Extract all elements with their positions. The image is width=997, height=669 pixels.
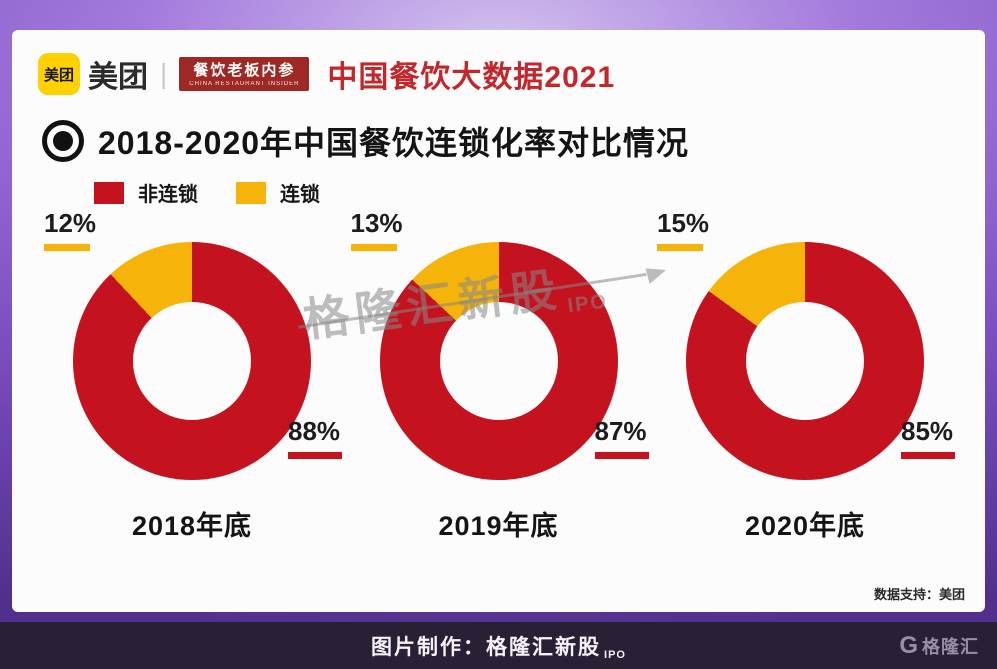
donut-chart-2018: 12% 88% 2018年底 [42,208,342,548]
credit-text: 图片制作：格隆汇新股 [371,635,602,659]
report-title: 中国餐饮大数据2021 [327,61,616,94]
chain-percent-value: 12% [44,208,97,238]
donut-ring [379,242,618,480]
gelonghui-logo: G 格隆汇 [899,622,979,669]
chain-percent-value: 15% [657,208,710,238]
category-label: 2018年底 [131,511,253,541]
donut-ring [73,242,311,480]
donut-hole [133,302,251,420]
gelonghui-logo-text: 格隆汇 [922,636,979,657]
chart-legend: 非连锁 连锁 [94,178,344,207]
gelonghui-logo-icon: G [899,631,918,659]
category-label: 2020年底 [744,511,866,541]
section-heading-text: 2018-2020年中国餐饮连锁化率对比情况 [98,125,690,161]
section-heading: 2018-2020年中国餐饮连锁化率对比情况 [42,118,689,164]
bullseye-icon [42,120,84,162]
credit-ipo: IPO [604,648,626,661]
meituan-logo-icon: 美团 [38,53,80,95]
donut-charts-row: 12% 88% 2018年底 13% [42,208,955,548]
donut-hole [439,302,558,420]
brand-name: 美团 [88,61,148,94]
donut-ring [686,242,924,480]
nonchain-percent-value: 88% [288,416,341,446]
insider-badge: 餐饮老板内参 CHINA RESTAURANT INSIDER [179,56,310,92]
nonchain-percent-value: 87% [594,416,647,446]
nonchain-percent-label: 88% [288,416,342,459]
nonchain-tick [901,452,955,459]
chain-percent-value: 13% [350,208,403,238]
nonchain-tick [594,452,649,459]
donut-chart-2020: 15% 85% 2020年底 [655,208,955,548]
legend-label-nonchain: 非连锁 [138,184,198,206]
donut-hole [746,302,864,420]
content-card: 美团 美团 | 餐饮老板内参 CHINA RESTAURANT INSIDER … [12,30,985,612]
chain-percent-label: 15% [657,208,709,251]
footer-bar: 图片制作：格隆汇新股 IPO G 格隆汇 [0,622,997,669]
donut-chart-2019: 13% 87% 2019年底 [349,208,649,548]
insider-badge-title: 餐饮老板内参 [193,61,296,79]
nonchain-tick [288,452,342,459]
data-support-note: 数据支持：美团 [873,587,965,602]
legend-label-chain: 连锁 [280,184,320,206]
credit-line: 图片制作：格隆汇新股 IPO [371,631,626,661]
legend-swatch-nonchain [94,181,124,204]
header: 美团 美团 | 餐饮老板内参 CHINA RESTAURANT INSIDER … [38,52,615,96]
chain-percent-label: 13% [350,208,403,251]
chain-tick [657,244,703,251]
nonchain-percent-label: 87% [594,416,649,459]
nonchain-percent-value: 85% [901,416,954,446]
chain-percent-label: 12% [44,208,96,251]
chain-tick [44,244,90,251]
nonchain-percent-label: 85% [901,416,955,459]
category-label: 2019年底 [438,511,559,541]
legend-swatch-chain [236,181,266,204]
insider-badge-subtitle: CHINA RESTAURANT INSIDER [189,81,300,88]
header-divider: | [160,58,168,89]
chain-tick [350,244,397,251]
